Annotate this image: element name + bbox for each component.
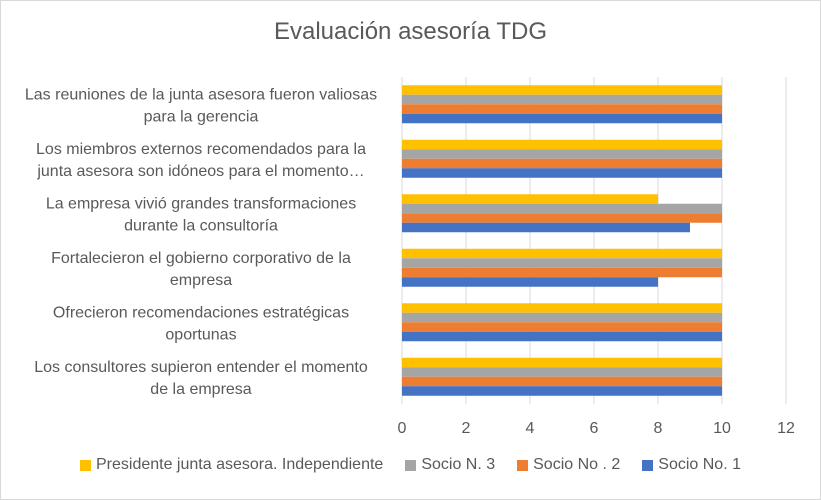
bar: [402, 94, 722, 105]
category-label: Las reuniones de la junta asesora fueron…: [25, 86, 377, 103]
bar: [402, 139, 722, 150]
bar: [402, 113, 722, 124]
bar: [402, 258, 722, 268]
bar: [402, 386, 722, 396]
x-tick-label: 2: [462, 420, 471, 437]
legend-label: Socio N. 3: [421, 456, 496, 473]
x-tick-label: 0: [398, 420, 407, 437]
category-label: Ofrecieron recomendaciones estratégicas: [53, 304, 349, 321]
bar: [402, 367, 722, 377]
legend-item: Socio N. 3: [405, 456, 495, 474]
bar: [402, 104, 722, 114]
bar: [402, 168, 722, 178]
category-label: durante la consultoría: [124, 217, 278, 234]
bar: [402, 312, 722, 323]
category-label: Fortalecieron el gobierno corporativo de…: [51, 250, 351, 267]
x-tick-label: 6: [590, 420, 599, 437]
legend-label: Socio No. 1: [658, 456, 741, 473]
bar: [402, 331, 722, 342]
category-label: empresa: [170, 272, 232, 289]
bar: [402, 158, 722, 169]
category-label: La empresa vivió grandes transformacione…: [46, 195, 356, 212]
category-label: junta asesora son idóneos para el moment…: [36, 163, 364, 180]
legend-item: Presidente junta asesora. Independiente: [79, 456, 384, 474]
legend-item: Socio No. 1: [642, 456, 741, 474]
bar: [402, 277, 658, 287]
category-label: Los consultores supieron entender el mom…: [34, 359, 368, 376]
category-label: para la gerencia: [144, 108, 259, 125]
x-tick-label: 8: [654, 420, 663, 437]
category-label: de la empresa: [150, 381, 251, 398]
legend-swatch: [517, 459, 529, 471]
category-label: oportunas: [165, 326, 236, 343]
bar: [402, 376, 722, 387]
bar: [402, 149, 722, 159]
chart-title: Evaluación asesoría TDG: [273, 18, 548, 45]
legend-label: Socio No . 2: [533, 456, 621, 473]
legend-swatch: [405, 459, 417, 471]
bar: [402, 203, 722, 214]
bar: [402, 194, 658, 204]
bar: [402, 267, 722, 278]
x-tick-label: 10: [713, 420, 731, 437]
bar: [402, 248, 722, 259]
bar: [402, 322, 722, 332]
bar: [402, 303, 722, 313]
x-tick-label: 12: [777, 420, 795, 437]
legend-label: Presidente junta asesora. Independiente: [95, 456, 384, 473]
legend: Presidente junta asesora. Independiente S…: [0, 456, 821, 474]
bar: [402, 222, 690, 233]
category-label: Los miembros externos recomendados para …: [36, 141, 366, 158]
x-tick-label: 4: [526, 420, 535, 437]
bar: [402, 85, 722, 95]
legend-swatch: [642, 459, 654, 471]
legend-swatch: [79, 459, 91, 471]
bar: [402, 357, 722, 368]
bar: [402, 213, 722, 223]
legend-item: Socio No . 2: [517, 456, 620, 474]
